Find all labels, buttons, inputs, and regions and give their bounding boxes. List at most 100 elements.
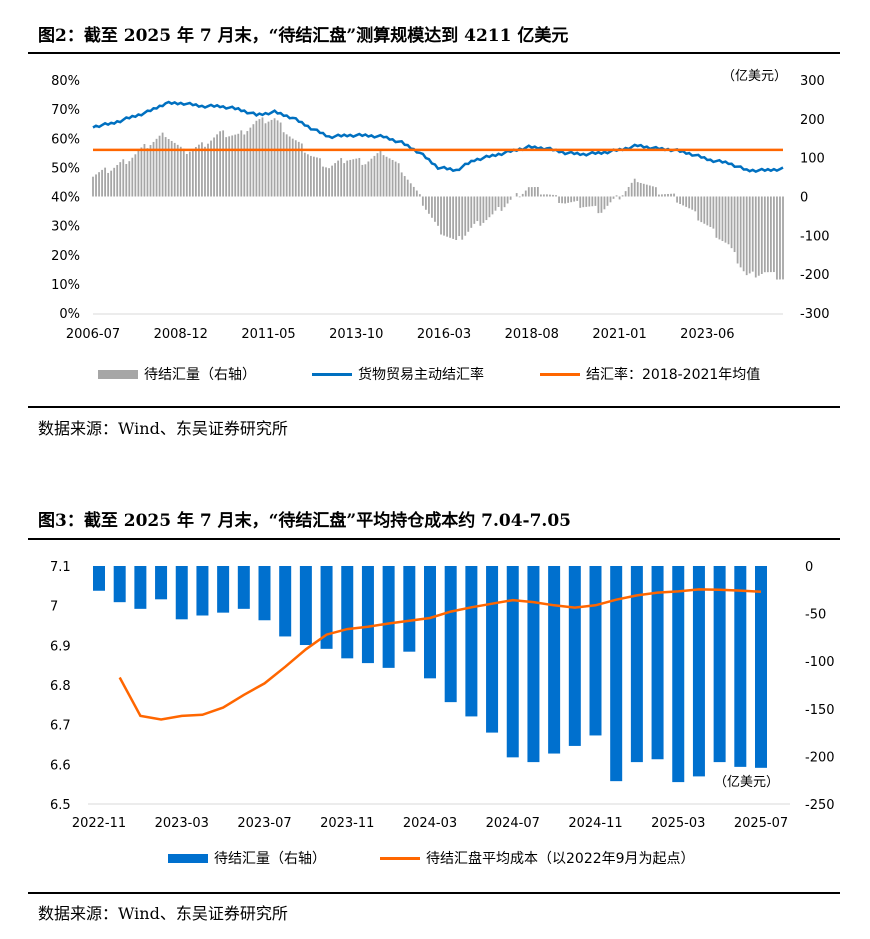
bar-pending-settlement xyxy=(306,154,309,197)
bar-pending-settlement xyxy=(104,167,107,197)
bar-pending-settlement xyxy=(113,167,116,197)
bar-pending-settlement xyxy=(179,146,182,197)
bar-pending-settlement xyxy=(325,167,327,197)
bar-pending-settlement xyxy=(128,161,131,197)
x-tick-label: 2023-07 xyxy=(237,816,291,831)
right-tick-label: 200 xyxy=(800,113,825,128)
bar-pending-settlement xyxy=(486,566,499,733)
right-tick-label: 100 xyxy=(800,152,825,167)
bar-pending-settlement xyxy=(606,196,609,206)
figure3-source: 数据来源：Wind、东吴证券研究所 xyxy=(38,904,288,923)
bar-pending-settlement xyxy=(443,196,445,236)
bar-pending-settlement xyxy=(536,186,539,197)
bar-pending-settlement xyxy=(385,156,388,197)
bar-pending-settlement xyxy=(146,148,149,197)
bar-pending-settlement xyxy=(93,566,105,591)
left-tick-label: 6.7 xyxy=(50,719,71,734)
bar-pending-settlement xyxy=(246,131,249,197)
bar-pending-settlement xyxy=(568,566,581,746)
bar-pending-settlement xyxy=(261,117,264,197)
bar-pending-settlement xyxy=(482,196,485,223)
bar-pending-settlement xyxy=(618,196,621,200)
bar-pending-settlement xyxy=(143,144,146,197)
bar-pending-settlement xyxy=(370,158,373,197)
bar-pending-settlement xyxy=(188,151,191,197)
bar-pending-settlement xyxy=(434,196,436,222)
bar-pending-settlement xyxy=(158,135,161,197)
bar-pending-settlement xyxy=(152,141,155,197)
bar-pending-settlement xyxy=(610,566,623,782)
bar-pending-settlement xyxy=(527,187,530,197)
x-tick-label: 2006-07 xyxy=(66,327,120,342)
bar-pending-settlement xyxy=(748,196,751,274)
legend-swatch-orange-line xyxy=(380,856,420,860)
right-tick-label: 0 xyxy=(805,560,813,575)
bar-pending-settlement xyxy=(182,148,185,197)
bar-pending-settlement xyxy=(713,566,726,763)
x-tick-label: 2008-12 xyxy=(154,327,208,342)
bar-pending-settlement xyxy=(464,196,467,236)
bar-pending-settlement xyxy=(533,187,536,197)
right-axis-unit: （亿美元） xyxy=(722,69,787,84)
right-tick-label: -200 xyxy=(800,268,830,283)
left-tick-label: 6.9 xyxy=(50,639,71,654)
bar-pending-settlement xyxy=(667,193,669,197)
bar-pending-settlement xyxy=(225,137,228,197)
x-tick-label: 2018-08 xyxy=(505,327,559,342)
bar-pending-settlement xyxy=(264,123,267,197)
bar-pending-settlement xyxy=(651,566,664,760)
bar-pending-settlement xyxy=(485,196,488,221)
legend-label: 待结汇量（右轴） xyxy=(144,367,256,383)
bar-pending-settlement xyxy=(119,162,122,197)
bar-pending-settlement xyxy=(403,176,406,197)
bar-pending-settlement xyxy=(779,196,781,280)
bar-pending-settlement xyxy=(285,134,288,197)
bar-pending-settlement xyxy=(734,566,747,767)
bar-pending-settlement xyxy=(479,196,482,226)
figure2-source: 数据来源：Wind、东吴证券研究所 xyxy=(38,419,288,438)
bar-pending-settlement xyxy=(352,159,355,197)
bar-pending-settlement xyxy=(721,196,724,242)
bar-pending-settlement xyxy=(579,196,582,208)
bar-pending-settlement xyxy=(692,566,705,777)
bar-pending-settlement xyxy=(191,149,194,197)
bar-pending-settlement xyxy=(624,191,627,197)
bar-pending-settlement xyxy=(107,172,110,197)
bar-pending-settlement xyxy=(697,196,700,221)
bar-pending-settlement xyxy=(627,186,630,197)
bar-pending-settlement xyxy=(494,196,497,211)
bar-pending-settlement xyxy=(122,159,125,197)
bar-pending-settlement xyxy=(155,138,158,197)
bar-pending-settlement xyxy=(567,196,570,203)
bar-pending-settlement xyxy=(175,566,188,620)
bar-pending-settlement xyxy=(176,144,179,197)
bar-pending-settlement xyxy=(455,196,458,240)
bar-pending-settlement xyxy=(452,196,455,239)
bar-pending-settlement xyxy=(639,182,642,197)
bar-pending-settlement xyxy=(476,196,479,222)
right-tick-label: -100 xyxy=(805,655,835,670)
bar-pending-settlement xyxy=(291,138,294,197)
bar-pending-settlement xyxy=(125,164,128,197)
bar-pending-settlement xyxy=(155,566,168,600)
bar-pending-settlement xyxy=(346,160,349,197)
right-tick-label: -100 xyxy=(800,229,830,244)
bar-pending-settlement xyxy=(95,174,97,197)
bar-pending-settlement xyxy=(488,196,491,218)
bar-pending-settlement xyxy=(196,566,209,616)
bar-pending-settlement xyxy=(521,193,524,197)
bar-pending-settlement xyxy=(149,145,152,197)
right-tick-label: 300 xyxy=(800,74,825,89)
right-tick-label: -250 xyxy=(805,798,835,813)
bar-pending-settlement xyxy=(588,196,591,207)
bar-pending-settlement xyxy=(234,134,237,197)
bar-pending-settlement xyxy=(440,196,442,235)
bar-pending-settlement xyxy=(782,196,784,280)
bar-pending-settlement xyxy=(715,196,718,238)
bar-pending-settlement xyxy=(161,132,164,197)
x-tick-label: 2022-11 xyxy=(72,816,126,831)
bar-pending-settlement xyxy=(137,150,140,197)
bar-pending-settlement xyxy=(503,196,506,208)
bar-pending-settlement xyxy=(421,196,424,206)
bar-pending-settlement xyxy=(685,196,688,207)
